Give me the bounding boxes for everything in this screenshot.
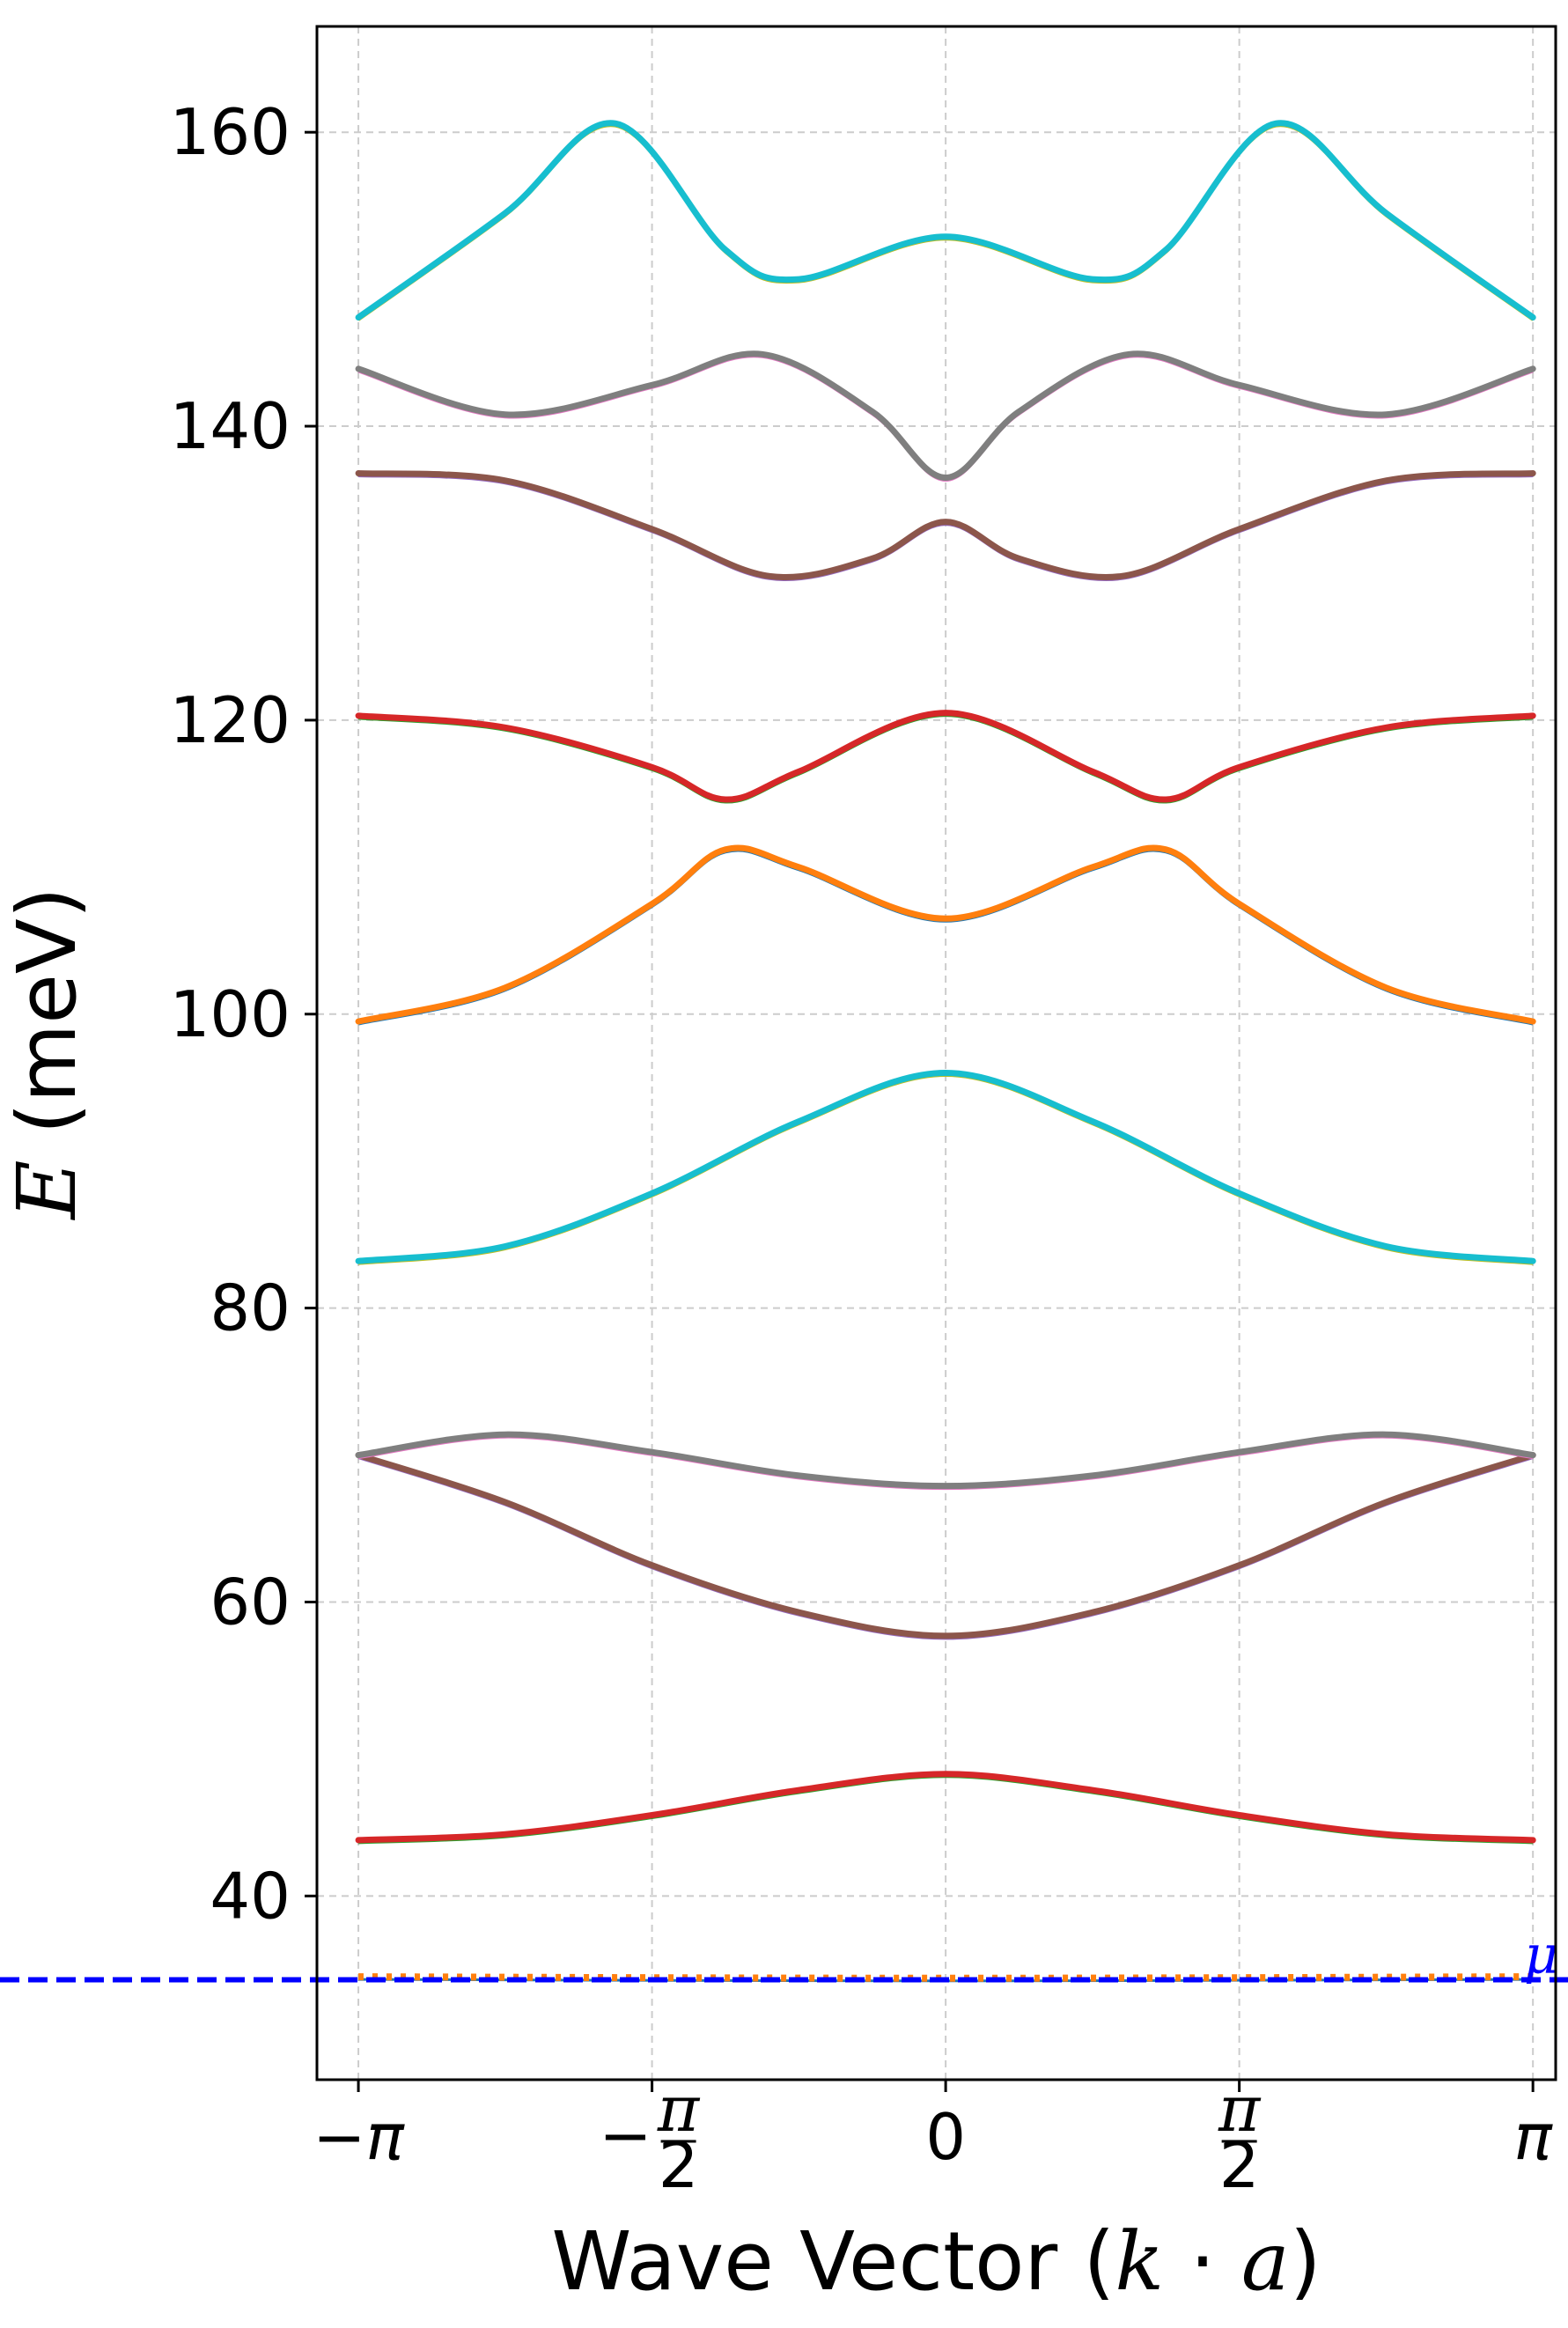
x-tick-label-0: −π [313, 2100, 405, 2174]
y-tick-label-1: 60 [210, 1565, 291, 1639]
mu-label: μ [1524, 1924, 1558, 1985]
tick-marks [305, 130, 1535, 2092]
x-tick-label-numerator: π [657, 2072, 701, 2146]
x-tick-label-3: π2 [1218, 2072, 1262, 2202]
x-tick-label-numerator: π [1218, 2072, 1262, 2146]
y-tick-label-3: 100 [170, 977, 291, 1051]
band-9-line [355, 350, 1536, 482]
band-7-line [355, 710, 1536, 803]
band-10-line [355, 120, 1536, 320]
x-tick-label-denominator: 2 [659, 2128, 699, 2202]
band-6-line [355, 844, 1536, 1025]
plot-frame [315, 25, 1557, 2081]
x-tick-label-denominator: 2 [1219, 2128, 1260, 2202]
band-4-line [355, 1431, 1536, 1490]
x-tick-label-2: 0 [925, 2100, 966, 2174]
y-tick-label-6: 160 [170, 95, 291, 169]
y-axis-label: E (meV) [0, 887, 94, 1220]
x-tick-label-sign: − [599, 2098, 651, 2172]
x-tick-label-4: π [1513, 2100, 1553, 2174]
x-tick-label-1: − π2 [599, 2072, 701, 2202]
band-series [355, 120, 1536, 1983]
y-tick-label-5: 140 [170, 389, 291, 463]
band-2-line [355, 1771, 1536, 1844]
band-3-line [355, 1452, 1536, 1639]
y-tick-label-0: 40 [210, 1859, 291, 1933]
band-8-line [355, 470, 1536, 580]
grid-lines [317, 26, 1556, 2080]
y-tick-label-2: 80 [210, 1271, 291, 1345]
x-axis-label: Wave Vector (k · a) [551, 2214, 1321, 2309]
chemical-potential: μ [0, 1924, 1568, 1985]
band-5-line [355, 1069, 1536, 1264]
y-tick-label-4: 120 [170, 683, 291, 757]
